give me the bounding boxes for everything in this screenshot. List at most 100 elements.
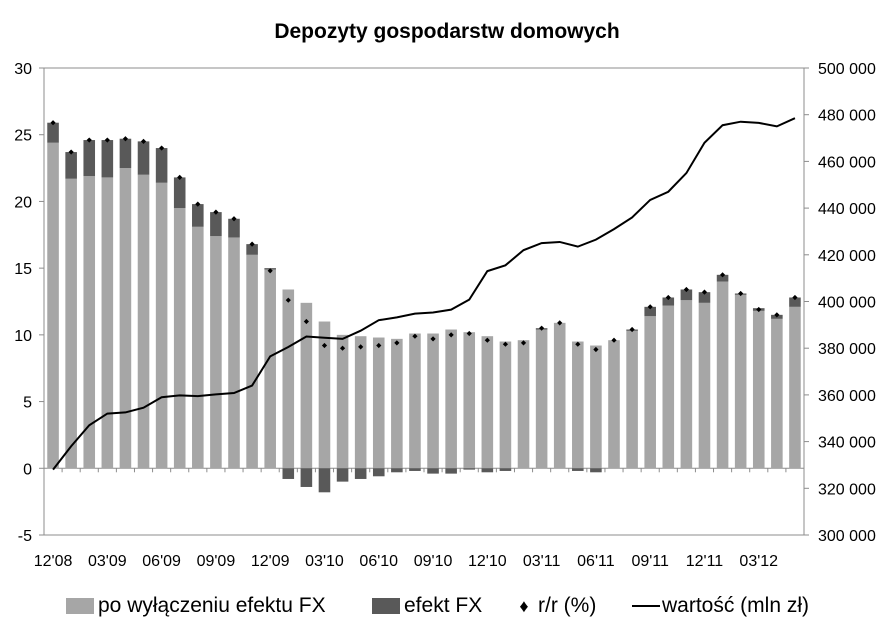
bar-base xyxy=(463,332,476,469)
legend-label: wartość (mln zł) xyxy=(662,594,810,617)
bar-base xyxy=(680,300,693,469)
yoy-point xyxy=(140,138,147,144)
bar-fx xyxy=(246,244,258,255)
bar-fx xyxy=(463,468,476,470)
bar-base xyxy=(354,336,367,469)
yoy-point xyxy=(575,341,581,347)
bar-fx xyxy=(409,468,421,471)
bar-base xyxy=(716,281,729,469)
x-tick-label: 09'09 xyxy=(197,553,236,570)
y-left-tick-label: 5 xyxy=(23,395,32,412)
yoy-point xyxy=(213,209,219,215)
x-tick-label: 06'11 xyxy=(577,553,615,570)
legend-item-bar-base: po wyłączeniu efektu FX xyxy=(66,594,326,618)
bar-base xyxy=(391,338,403,469)
yoy-point xyxy=(285,297,291,303)
bar-fx xyxy=(499,468,512,471)
yoy-point xyxy=(774,312,780,318)
bar-base xyxy=(771,318,783,469)
bar-fx xyxy=(427,468,439,474)
yoy-point xyxy=(719,272,726,278)
bar-fx xyxy=(83,140,96,177)
bar-base xyxy=(318,321,331,469)
y-right-tick-label: 440 000 xyxy=(818,201,876,218)
bar-fx xyxy=(789,297,801,307)
y-right-tick-label: 300 000 xyxy=(818,528,876,545)
yoy-point xyxy=(249,241,255,247)
yoy-point xyxy=(303,318,309,325)
yoy-point xyxy=(358,344,364,350)
x-tick-label: 12'10 xyxy=(468,553,507,570)
yoy-point xyxy=(448,332,454,338)
bar-base xyxy=(264,269,276,469)
yoy-point xyxy=(466,330,472,337)
bar-fx xyxy=(47,122,59,143)
x-tick-label: 06'10 xyxy=(359,553,398,570)
bar-base xyxy=(481,336,494,469)
bar-base xyxy=(192,226,204,469)
x-tick-label: 03'11 xyxy=(523,553,561,570)
bar-base xyxy=(155,182,168,469)
y-left-tick-label: 10 xyxy=(14,328,32,345)
y-right-tick-label: 420 000 xyxy=(818,248,876,265)
bar-fx xyxy=(372,468,385,477)
bar-base xyxy=(535,329,548,469)
yoy-point xyxy=(321,342,328,349)
x-tick-label: 03'12 xyxy=(739,553,778,570)
yoy-point xyxy=(502,341,509,347)
yoy-point xyxy=(593,346,599,353)
bar-fx xyxy=(391,468,403,473)
bar-fx xyxy=(716,274,729,282)
bar-base xyxy=(427,333,439,469)
bar-base xyxy=(626,330,638,469)
legend-label: r/r (%) xyxy=(538,594,597,617)
x-tick-label: 03'09 xyxy=(88,553,127,570)
y-left-tick-label: 20 xyxy=(14,194,32,211)
bar-base xyxy=(228,237,240,469)
bar-base xyxy=(553,322,566,469)
bar-base xyxy=(372,337,385,469)
bar-base xyxy=(590,345,602,469)
bar-base xyxy=(336,334,349,469)
y-left-tick-label: 15 xyxy=(14,261,32,278)
bar-base xyxy=(65,178,77,469)
bar-fx xyxy=(65,152,77,179)
yoy-point xyxy=(86,137,92,143)
yoy-point xyxy=(177,174,183,181)
yoy-point xyxy=(231,216,237,222)
bar-fx xyxy=(155,148,168,183)
bar-base xyxy=(662,305,675,469)
bar-base xyxy=(173,208,186,469)
bar-base xyxy=(282,289,295,469)
y-right-tick-label: 340 000 xyxy=(818,435,876,452)
bar-fx xyxy=(698,292,711,303)
bar-base xyxy=(517,340,530,469)
bar-base xyxy=(572,341,584,469)
yoy-point xyxy=(484,337,490,343)
y-left-tick-label: 0 xyxy=(23,461,32,478)
x-tick-label: 06'09 xyxy=(142,553,181,570)
y-left-tick-label: -5 xyxy=(18,528,32,545)
yoy-point xyxy=(412,333,418,339)
bar-fx xyxy=(101,140,114,178)
bar-fx xyxy=(318,468,331,493)
legend-label: efekt FX xyxy=(404,594,483,617)
x-tick-label: 09'10 xyxy=(414,553,453,570)
yoy-point xyxy=(647,304,653,310)
chart-title: Depozyty gospodarstw domowych xyxy=(274,20,620,43)
yoy-point xyxy=(376,342,382,349)
yoy-point xyxy=(195,201,201,207)
bar-base xyxy=(246,254,258,469)
bar-base xyxy=(101,177,114,469)
bar-fx xyxy=(228,218,240,238)
bar-base xyxy=(608,340,620,469)
bar-fx xyxy=(137,141,150,175)
y-right-tick-label: 380 000 xyxy=(818,341,876,358)
yoy-point xyxy=(122,136,129,142)
y-right-tick-label: 480 000 xyxy=(818,108,876,125)
yoy-point xyxy=(267,268,273,274)
yoy-point xyxy=(756,306,762,313)
bar-base xyxy=(734,294,747,469)
legend-swatch-dark-bar xyxy=(372,598,400,614)
y-right-tick-label: 360 000 xyxy=(818,388,876,405)
